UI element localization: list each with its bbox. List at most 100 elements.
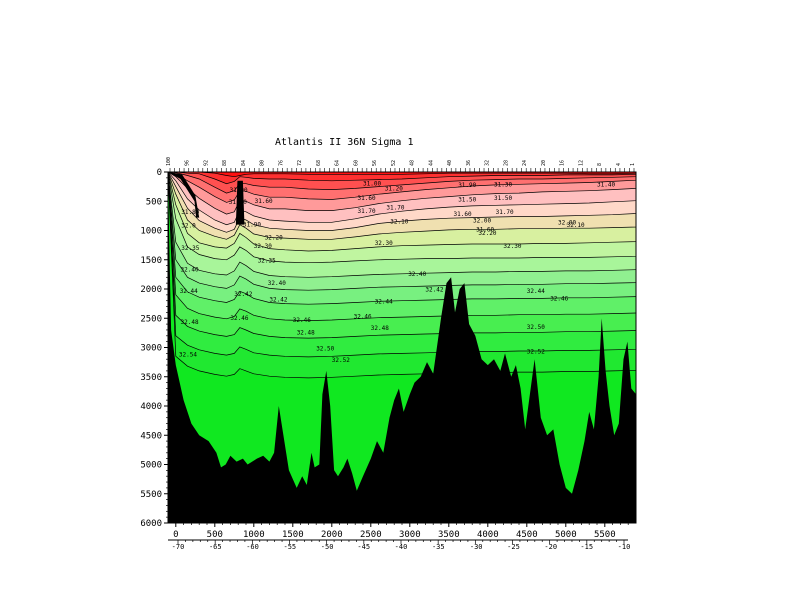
contour-label: 32.42 <box>425 286 443 293</box>
isopycnal-line <box>168 172 636 194</box>
isopycnal-line <box>168 172 636 321</box>
isopycnal-line <box>168 172 636 240</box>
station-label: 52 <box>391 160 397 166</box>
station-label: 16 <box>560 160 566 166</box>
contour-label: 32.20 <box>478 230 496 237</box>
y-tick-label: 3000 <box>140 344 162 354</box>
x-tick-label: 2500 <box>360 530 382 540</box>
station-label: 64 <box>335 160 341 166</box>
station-axis: 100 96 92 88 84 80 76 72 68 64 60 56 52 48 44 40 36 32 28 2… <box>166 157 636 172</box>
contour-label: 32.44 <box>375 299 393 306</box>
lon-tick-label: -60 <box>246 543 259 551</box>
lon-tick-label: -30 <box>470 543 483 551</box>
contour-labels: 31.00 31.20 31.60 31.70 31.70 32.10 31.90 31.30… <box>179 181 616 365</box>
lon-tick-label: -10 <box>618 543 631 551</box>
station-label: 72 <box>297 160 303 166</box>
y-tick-label: 5500 <box>140 490 162 500</box>
contour-label: 31.50 <box>458 196 476 203</box>
x-tick-label: 500 <box>207 530 223 540</box>
y-tick-label: 2500 <box>140 314 162 324</box>
contour-label: 31.00 <box>363 181 381 188</box>
y-tick-label: 1000 <box>140 227 162 237</box>
contour-label: 32.40 <box>408 271 426 278</box>
lon-tick-label: -35 <box>432 543 445 551</box>
station-label: 40 <box>447 160 453 166</box>
y-tick-label: 3500 <box>140 373 162 383</box>
longitude-axis: -70 -65 -60 -55 -50 -45 -40 -35 -30 -25 -20 -15 -10 <box>168 539 631 551</box>
isopycnal-line <box>168 172 636 226</box>
x-tick-label: 0 <box>173 530 178 540</box>
contour-label: 31.50 <box>494 195 512 202</box>
contour-label: 32.46 <box>550 296 568 303</box>
isopycnal-line <box>168 172 636 339</box>
x-tick-label: 1500 <box>282 530 304 540</box>
contour-label: 32.40 <box>268 280 286 287</box>
distance-axis: 0 500 1000 1500 2000 2500 3000 3500 4000 4500 5000… <box>173 523 629 540</box>
isopycnal-line <box>168 172 636 203</box>
x-tick-label: 4500 <box>516 530 538 540</box>
contour-label: 32.52 <box>527 348 545 355</box>
station-label: 76 <box>278 160 284 166</box>
contour-label: 32.20 <box>265 234 283 241</box>
station-label: 1 <box>630 163 636 166</box>
station-label: 36 <box>466 160 472 166</box>
chart-title: Atlantis II 36N Sigma 1 <box>275 137 413 148</box>
contour-label: 32.52 <box>332 357 350 364</box>
x-tick-label: 3000 <box>399 530 421 540</box>
lon-tick-label: -15 <box>580 543 593 551</box>
lon-tick-label: -20 <box>544 543 557 551</box>
lon-tick-label: -55 <box>283 543 296 551</box>
contour-label: 32.48 <box>181 319 199 326</box>
isopycnal-line <box>168 172 636 291</box>
station-label: 8 <box>597 163 603 166</box>
station-label: 92 <box>203 160 209 166</box>
contour-label: 32.40 <box>181 266 199 273</box>
bathymetry-layer <box>168 172 636 523</box>
isopycnal-lines <box>168 172 636 379</box>
contour-label: 31.60 <box>476 227 494 234</box>
x-tick-label: 5000 <box>555 530 577 540</box>
isopycnal-line <box>168 172 636 233</box>
contour-label: 31.20 <box>385 186 403 193</box>
x-tick-label: 1000 <box>243 530 265 540</box>
isopycnal-line <box>168 172 636 305</box>
y-tick-label: 4500 <box>140 431 162 441</box>
isopycnal-line <box>168 172 636 252</box>
contour-label: 31.60 <box>255 198 273 205</box>
contour-label: 31.90 <box>230 187 248 194</box>
contour-label: 32.00 <box>473 217 491 224</box>
contour-label: 32.50 <box>316 345 334 352</box>
contour-label: 31.90 <box>243 221 261 228</box>
lon-tick-label: -25 <box>507 543 520 551</box>
contour-label: 31.80 <box>181 209 199 216</box>
contour-label: 32.44 <box>527 288 545 295</box>
station-label: 88 <box>222 160 228 166</box>
contour-label: 32.30 <box>503 243 521 250</box>
x-tick-label: 3500 <box>438 530 460 540</box>
lon-tick-label: -70 <box>172 543 185 551</box>
contour-label: 32.35 <box>258 258 276 265</box>
isopycnal-line <box>168 172 636 215</box>
x-tick-label: 5500 <box>594 530 616 540</box>
shelf-front <box>168 172 200 218</box>
contour-label: 31.90 <box>458 182 476 189</box>
station-label: 60 <box>353 160 359 166</box>
contour-label: 32.35 <box>181 245 199 252</box>
contour-label: 31.30 <box>229 199 247 206</box>
station-label: 28 <box>503 160 509 166</box>
contour-label: 31.70 <box>496 209 514 216</box>
station-label: 32 <box>485 160 491 166</box>
station-label: 80 <box>260 160 266 166</box>
density-band <box>168 172 636 184</box>
isopycnal-line <box>168 172 636 178</box>
contour-label: 32.42 <box>269 296 287 303</box>
contour-label: 32.10 <box>567 222 585 229</box>
eddy-core <box>235 180 245 225</box>
x-tick-label: 2000 <box>321 530 343 540</box>
contour-label: 31.70 <box>386 204 404 211</box>
y-tick-label: 4000 <box>140 402 162 412</box>
contour-label: 32.46 <box>293 317 311 324</box>
isopycnal-line <box>168 172 636 185</box>
seafloor <box>168 172 636 523</box>
